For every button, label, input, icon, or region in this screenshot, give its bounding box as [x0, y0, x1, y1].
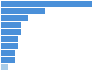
Bar	[1, 57, 14, 63]
Bar	[1, 22, 21, 28]
Bar	[1, 64, 8, 70]
Bar	[1, 36, 18, 42]
Bar	[1, 29, 21, 35]
Bar	[1, 50, 14, 56]
Bar	[1, 8, 45, 14]
Bar	[1, 15, 28, 21]
Bar	[1, 1, 92, 7]
Bar	[1, 43, 18, 49]
